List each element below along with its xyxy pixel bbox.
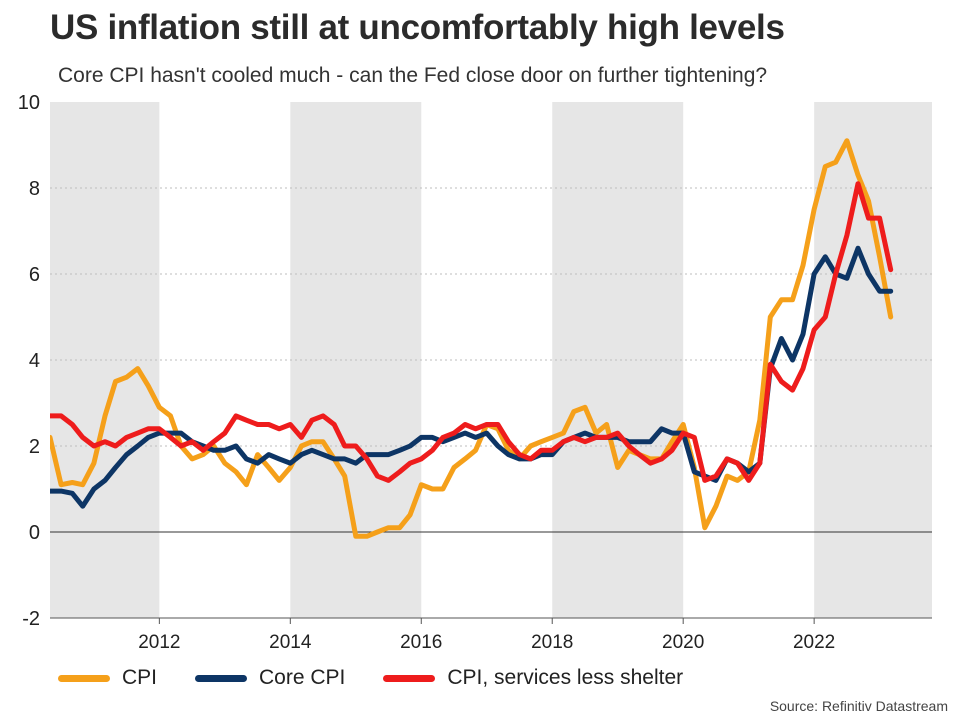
series-line-services-less-shelter bbox=[50, 181, 894, 483]
y-tick-label: 0 bbox=[29, 522, 40, 544]
legend-label-cpi: CPI bbox=[122, 666, 158, 689]
source-note: Source: Refinitiv Datastream bbox=[769, 698, 948, 714]
y-tick-label: 10 bbox=[18, 92, 40, 114]
legend: CPI Core CPI CPI, services less shelter bbox=[58, 666, 721, 690]
legend-item-cpi: CPI bbox=[58, 666, 157, 690]
series-line-cpi bbox=[50, 138, 894, 539]
legend-item-services: CPI, services less shelter bbox=[383, 666, 683, 690]
legend-swatch-services bbox=[383, 674, 436, 682]
x-tick-label: 2018 bbox=[531, 632, 573, 653]
legend-swatch-cpi bbox=[58, 674, 110, 682]
x-tick-label: 2012 bbox=[138, 632, 180, 653]
x-tick-label: 2022 bbox=[793, 632, 835, 653]
x-tick-label: 2016 bbox=[400, 632, 442, 653]
legend-label-core-cpi: Core CPI bbox=[259, 666, 346, 689]
y-tick-label: 6 bbox=[29, 264, 40, 286]
chart-title: US inflation still at uncomfortably high… bbox=[50, 8, 785, 47]
x-tick-label: 2014 bbox=[269, 632, 312, 653]
legend-label-services: CPI, services less shelter bbox=[447, 666, 684, 689]
y-tick-label: 8 bbox=[29, 178, 40, 200]
y-tick-label: -2 bbox=[22, 608, 40, 630]
chart-subtitle: Core CPI hasn't cooled much - can the Fe… bbox=[58, 64, 768, 87]
legend-item-core-cpi: Core CPI bbox=[195, 666, 345, 690]
y-tick-label: 4 bbox=[29, 350, 40, 372]
x-tick-label: 2020 bbox=[662, 632, 704, 653]
legend-swatch-core-cpi bbox=[195, 674, 248, 682]
y-tick-label: 2 bbox=[29, 436, 40, 458]
